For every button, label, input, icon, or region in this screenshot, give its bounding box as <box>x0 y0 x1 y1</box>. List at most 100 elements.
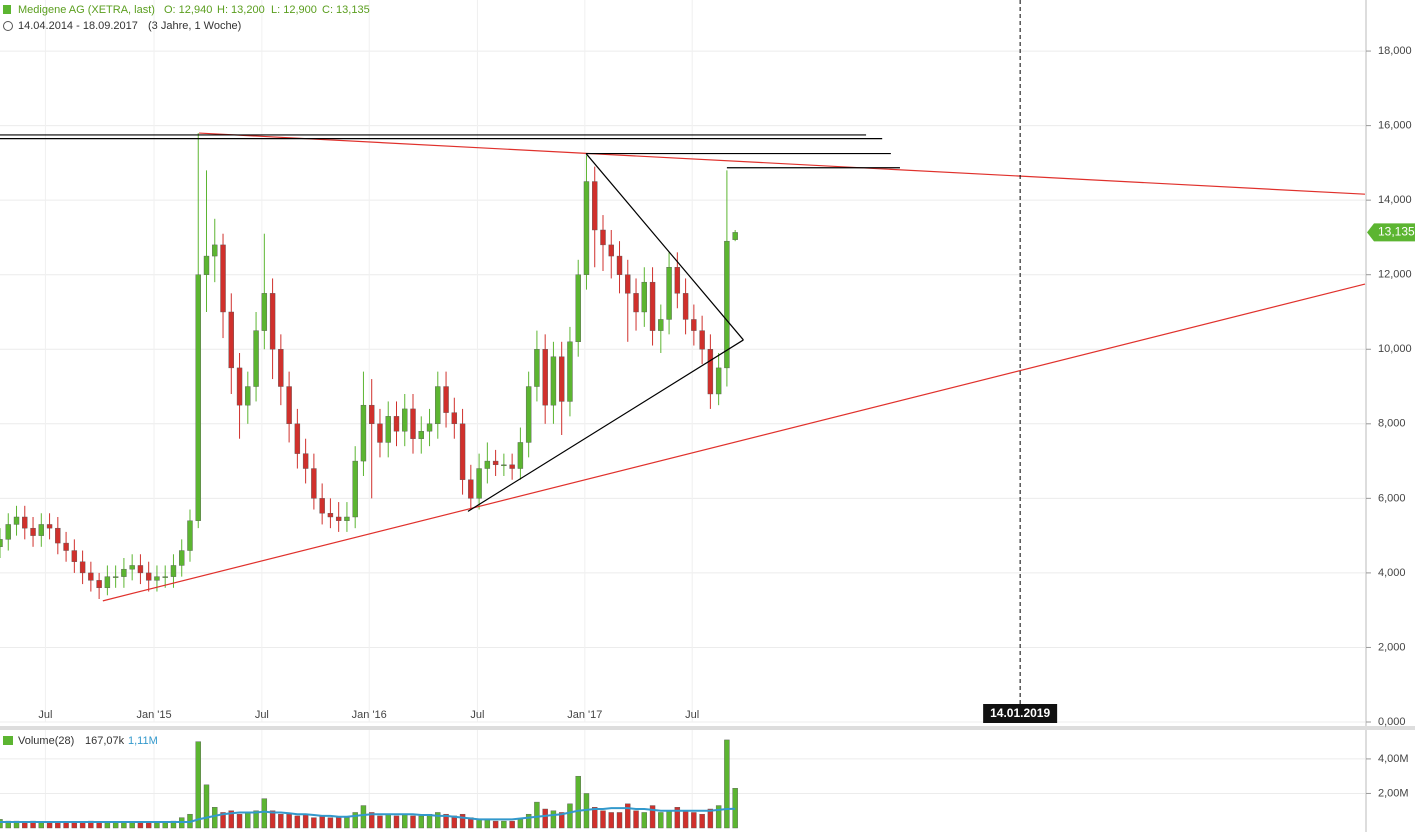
volume-bar <box>600 810 606 829</box>
y-tick-label: 14,000 <box>1378 194 1412 206</box>
candle-body <box>311 468 317 499</box>
candle-body <box>426 423 433 432</box>
candle-body <box>682 293 689 320</box>
candle-body <box>484 460 491 469</box>
volume-bar <box>707 808 714 829</box>
candle-body <box>129 565 135 570</box>
volume-bar <box>319 815 325 829</box>
volume-bar <box>96 822 102 829</box>
candle-body <box>418 431 424 439</box>
candle-body <box>286 386 292 425</box>
candle-body <box>5 524 11 540</box>
candle-body <box>393 416 400 432</box>
volume-bar <box>220 812 226 829</box>
volume-bar <box>691 812 697 829</box>
candle-body <box>104 576 111 589</box>
volume-bar <box>658 812 664 829</box>
candle-body <box>212 244 218 257</box>
volume-bar <box>104 822 111 829</box>
candle-body <box>154 576 160 581</box>
volume-bar <box>509 820 515 829</box>
candle-body <box>558 356 565 402</box>
y-tick-label: 0,000 <box>1378 716 1406 728</box>
volume-bar <box>162 822 168 829</box>
volume-bar <box>592 807 598 829</box>
candle-body <box>550 356 557 406</box>
last-price-tag <box>1367 223 1415 242</box>
candle-body <box>715 367 722 395</box>
candle-body <box>319 498 325 514</box>
volume-bar <box>525 813 532 829</box>
candle-body <box>369 404 375 425</box>
candle-body <box>509 464 515 469</box>
volume-legend: 1,11M <box>128 735 158 747</box>
candle-body <box>633 293 639 313</box>
candle-body <box>203 255 210 275</box>
candle-body <box>71 550 78 562</box>
volume-bar <box>575 775 581 829</box>
x-tick-label: Jul <box>470 709 484 721</box>
candle-body <box>88 572 94 581</box>
volume-bar <box>269 810 276 829</box>
trend-line <box>102 283 1366 602</box>
candle-body <box>294 423 301 454</box>
volume-bar <box>393 815 400 829</box>
candle-body <box>732 232 738 240</box>
y-tick-label: 4,000 <box>1378 567 1406 579</box>
candle-body <box>344 516 350 521</box>
volume-bar <box>534 801 540 829</box>
candle-body <box>459 423 466 480</box>
candle-body <box>517 442 524 469</box>
candle-body <box>492 460 499 466</box>
date-marker-label: 14.01.2019 <box>990 706 1050 720</box>
candle-body <box>269 293 276 350</box>
candle-body <box>46 524 53 529</box>
volume-bar <box>459 813 466 829</box>
candle-body <box>302 453 309 469</box>
volume-bar <box>71 822 78 829</box>
candle-body <box>220 244 226 313</box>
candle-body <box>600 229 606 246</box>
volume-bar <box>145 822 152 829</box>
trend-line <box>467 339 744 512</box>
volume-bar <box>517 819 524 829</box>
candle-body <box>385 416 391 443</box>
candle-body <box>641 281 647 313</box>
candle-body <box>443 386 449 413</box>
candle-body <box>649 281 656 331</box>
volume-bar <box>327 817 334 829</box>
candle-body <box>195 274 201 521</box>
volume-bar <box>699 813 705 829</box>
volume-bar <box>344 817 350 829</box>
volume-bar <box>385 813 391 829</box>
volume-bar <box>476 819 482 829</box>
candle-body <box>575 274 581 343</box>
volume-bar <box>608 812 614 829</box>
ohlc-label: O: 12,940 <box>164 4 212 16</box>
x-tick-label: Jan '17 <box>567 709 602 721</box>
candle-body <box>525 386 532 443</box>
candle-body <box>699 330 705 350</box>
volume-bar <box>410 815 416 829</box>
volume-bar <box>335 817 342 829</box>
volume-bar <box>633 810 639 829</box>
date-marker-box <box>983 704 1058 723</box>
volume-bar <box>294 815 301 829</box>
volume-bar <box>137 822 144 829</box>
y-tick-label: 2,00M <box>1378 787 1409 799</box>
candle-body <box>352 460 358 518</box>
candle-body <box>534 349 540 387</box>
volume-bar <box>443 813 449 829</box>
candle-body <box>666 267 672 320</box>
volume-ma-line <box>0 807 736 823</box>
candle-body <box>30 527 36 536</box>
volume-bar <box>63 822 69 829</box>
volume-bar <box>261 798 268 829</box>
last-price-label: 13,135 <box>1378 225 1415 239</box>
y-tick-label: 16,000 <box>1378 120 1412 132</box>
y-tick-label: 10,000 <box>1378 343 1412 355</box>
volume-bar <box>435 812 441 829</box>
volume-bar <box>79 822 86 829</box>
volume-bar <box>278 813 284 829</box>
volume-bar <box>228 810 234 829</box>
